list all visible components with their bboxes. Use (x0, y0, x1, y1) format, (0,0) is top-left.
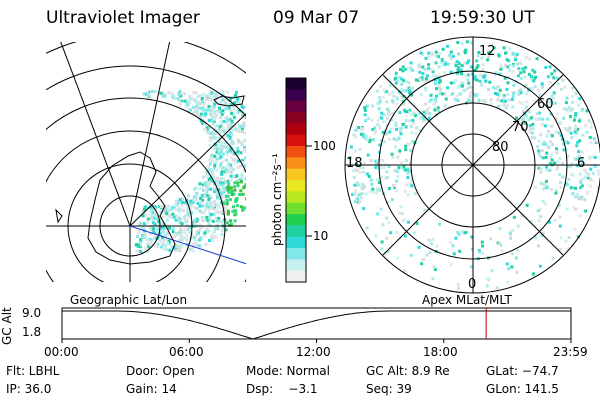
mlt-label-12: 12 (479, 44, 496, 59)
colorbar-swatch (286, 89, 306, 102)
colorbar-swatch (286, 134, 306, 147)
colorbar-swatch (286, 202, 306, 215)
x-tick-2359: 23:59 (553, 345, 588, 359)
instrument-title: Ultraviolet Imager (46, 8, 200, 28)
info-flt: Flt: LBHL (6, 364, 60, 378)
terminator-line (129, 225, 246, 265)
colorbar-swatch (286, 236, 306, 249)
time-label: 19:59:30 UT (430, 8, 535, 28)
mlt-grid-lines (345, 37, 600, 293)
colorbar-swatch (286, 259, 306, 272)
colorbar-swatch (286, 214, 306, 226)
left-aurora-emission (134, 90, 246, 253)
altitude-curve (62, 310, 571, 340)
island-coastline (213, 95, 245, 107)
timeline-right-label: Apex MLat/MLT (422, 293, 512, 307)
mlt-label-18: 18 (346, 156, 363, 171)
x-tick-1800: 18:00 (423, 345, 458, 359)
x-tick-1200: 12:00 (296, 345, 331, 359)
mlat-label-80: 80 (492, 140, 509, 155)
mlt-label-0: 0 (468, 277, 477, 292)
timeline-ymax: 9.0 (22, 306, 42, 320)
colorbar-swatch (286, 78, 306, 90)
colorbar-swatch (286, 100, 306, 113)
antarctica-coastline (87, 151, 176, 265)
info-gain: Gain: 14 (126, 382, 177, 396)
colorbar-swatch (286, 191, 306, 204)
island-coastline-2 (55, 208, 63, 224)
info-glon: GLon: 141.5 (486, 382, 559, 396)
colorbar-swatch (286, 248, 306, 260)
timeline-ymin: 1.8 (22, 325, 42, 339)
mlt-label-6: 6 (577, 156, 586, 171)
colorbar-tick-100: 100 (313, 139, 336, 153)
info-seq: Seq: 39 (366, 382, 412, 396)
colorbar-swatch (286, 123, 306, 136)
mlat-label-70: 70 (512, 120, 529, 135)
info-glat: GLat: −74.7 (486, 364, 559, 378)
x-tick-0000: 00:00 (44, 345, 79, 359)
colorbar-swatch (286, 180, 306, 192)
info-ip: IP: 36.0 (6, 382, 52, 396)
info-door: Door: Open (126, 364, 195, 378)
colorbar-swatch (286, 157, 306, 170)
colorbar-swatch (286, 112, 306, 124)
timeline-left-label: Geographic Lat/Lon (70, 293, 188, 307)
info-dsp: Dsp: −3.1 (246, 382, 318, 396)
mlat-label-60: 60 (537, 97, 554, 112)
colorbar-swatch (286, 225, 306, 238)
colorbar-swatch (286, 270, 306, 283)
meridian-lines (46, 42, 246, 282)
info-mode: Mode: Normal (246, 364, 330, 378)
x-tick-0600: 06:00 (169, 345, 204, 359)
colorbar-tick-10: 10 (313, 229, 329, 243)
info-gc-alt: GC Alt: 8.9 Re (366, 364, 450, 378)
colorbar-swatch (286, 168, 306, 181)
colorbar-swatch (286, 146, 306, 158)
date-label: 09 Mar 07 (273, 8, 360, 28)
